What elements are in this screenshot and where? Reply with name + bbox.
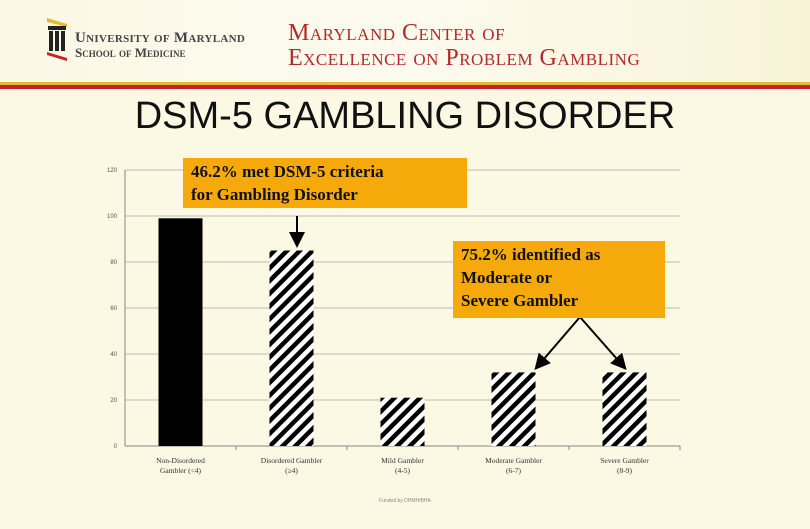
callout-arrow — [534, 316, 581, 371]
callout-line: for Gambling Disorder — [191, 185, 358, 204]
slide-title: DSM-5 GAMBLING DISORDER — [134, 95, 676, 137]
funding-note: Funded by DHMH/BHA — [379, 498, 431, 504]
bar — [158, 218, 203, 446]
y-tick-label: 0 — [114, 444, 118, 450]
bar — [602, 372, 647, 446]
header-gold-rule — [0, 82, 810, 85]
x-tick-label: (≥4) — [285, 466, 298, 475]
y-tick-label: 80 — [110, 260, 117, 266]
callout-line: Moderate or — [461, 268, 553, 287]
x-tick-label: Mild Gambler — [381, 456, 424, 465]
logo-school: School of Medicine — [75, 45, 186, 60]
callout-line: 75.2% identified as — [461, 245, 601, 264]
x-tick-label: Disordered Gambler — [261, 456, 323, 465]
header-red-rule — [0, 85, 810, 89]
bar — [491, 372, 536, 446]
x-tick-label: Gambler (<4) — [160, 466, 202, 475]
y-tick-label: 40 — [110, 352, 117, 358]
logo-university: University of Maryland — [75, 30, 246, 46]
x-tick-label: (4-5) — [395, 466, 410, 475]
y-tick-label: 120 — [107, 168, 118, 174]
callout-moderate-severe: 75.2% identified as Moderate or Severe G… — [453, 241, 665, 318]
bar — [269, 250, 314, 446]
y-tick-label: 100 — [107, 214, 118, 220]
callout-line: 46.2% met DSM-5 criteria — [191, 162, 384, 181]
y-tick-label: 20 — [110, 398, 117, 404]
header-band — [0, 0, 810, 82]
bar — [380, 397, 425, 446]
x-tick-label: Moderate Gambler — [485, 456, 542, 465]
y-tick-label: 60 — [110, 306, 117, 312]
callout-arrow — [579, 316, 627, 371]
umd-logo-icon — [47, 18, 67, 61]
x-tick-label: (8-9) — [617, 466, 632, 475]
x-tick-label: (6-7) — [506, 466, 521, 475]
x-tick-label: Severe Gambler — [600, 456, 649, 465]
callout-line: Severe Gambler — [461, 291, 579, 310]
center-name-1: Maryland Center of — [288, 20, 506, 46]
callout-disorder: 46.2% met DSM-5 criteria for Gambling Di… — [183, 158, 467, 208]
x-tick-label: Non-Disordered — [156, 456, 205, 465]
center-name-2: Excellence on Problem Gambling — [288, 45, 641, 71]
